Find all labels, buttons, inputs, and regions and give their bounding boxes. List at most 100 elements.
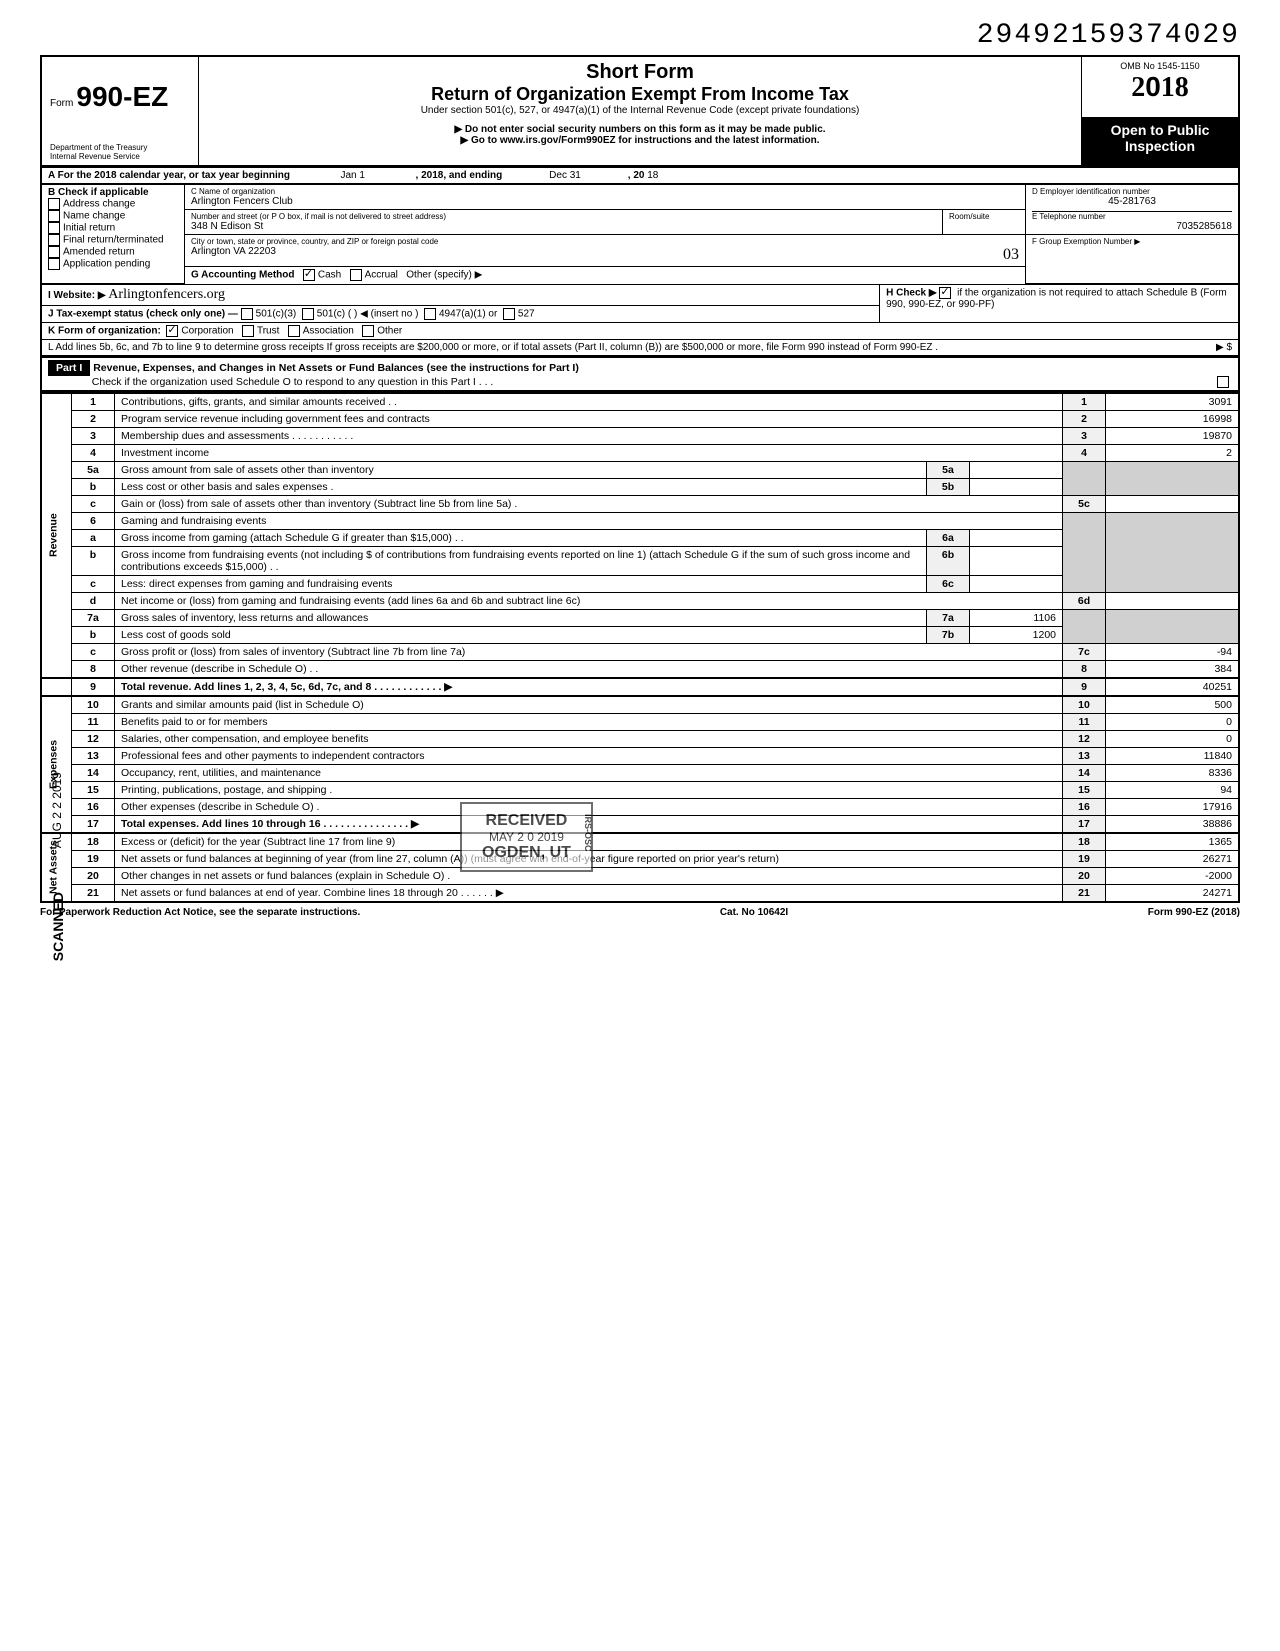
section-c-label: C Name of organization: [191, 187, 1019, 196]
line-15-desc: Printing, publications, postage, and shi…: [115, 781, 1063, 798]
line-4-desc: Investment income: [115, 444, 1063, 461]
line-11-desc: Benefits paid to or for members: [115, 713, 1063, 730]
checkbox-address-change[interactable]: [48, 198, 60, 210]
status-grid: I Website: ▶ Arlingtonfencers.org H Chec…: [40, 284, 1240, 356]
stamp-location: OGDEN, UT: [482, 844, 571, 862]
line-6b-sb: 6b: [927, 546, 970, 575]
line-6a-desc: Gross income from gaming (attach Schedul…: [115, 529, 927, 546]
line-10-box: 10: [1063, 696, 1106, 714]
checkbox-initial-return[interactable]: [48, 222, 60, 234]
scanned-stamp: SCANNED: [50, 892, 66, 961]
line-5a-sb: 5a: [927, 461, 970, 478]
stamp-received: RECEIVED: [482, 812, 571, 830]
line-1-desc: Contributions, gifts, grants, and simila…: [115, 393, 1063, 411]
checkbox-accrual[interactable]: [350, 269, 362, 281]
line-8-num: 8: [72, 660, 115, 678]
checkbox-name-change[interactable]: [48, 210, 60, 222]
checkbox-association[interactable]: [288, 325, 300, 337]
stamp-date: MAY 2 0 2019: [482, 830, 571, 844]
line-20-num: 20: [72, 867, 115, 884]
line-1-num: 1: [72, 393, 115, 411]
section-h-text: if the organization is not required to a…: [886, 287, 1227, 309]
addr-label: Number and street (or P O box, if mail i…: [191, 212, 936, 221]
line-4-num: 4: [72, 444, 115, 461]
period-mid: , 2018, and ending: [416, 170, 503, 181]
line-2-val: 16998: [1106, 410, 1240, 427]
net-assets-side-label: Net Assets: [41, 833, 72, 902]
checkbox-schedule-o[interactable]: [1217, 376, 1229, 388]
org-info-grid: B Check if applicable Address change Nam…: [40, 184, 1240, 284]
other-label: Other (specify) ▶: [406, 270, 482, 281]
checkbox-other-org[interactable]: [362, 325, 374, 337]
line-18-num: 18: [72, 833, 115, 851]
line-6c-desc: Less: direct expenses from gaming and fu…: [115, 575, 927, 592]
phone-value: 7035285618: [1032, 221, 1232, 232]
line-7b-sb: 7b: [927, 626, 970, 643]
checkbox-trust[interactable]: [242, 325, 254, 337]
line-7c-val: -94: [1106, 643, 1240, 660]
opt-trust: Trust: [257, 325, 279, 336]
checkbox-corporation[interactable]: [166, 325, 178, 337]
city-label: City or town, state or province, country…: [191, 237, 1019, 246]
short-form-title: Short Form: [207, 61, 1073, 84]
line-5b-sv: [970, 478, 1063, 495]
ein-value: 45-281763: [1032, 196, 1232, 207]
line-11-box: 11: [1063, 713, 1106, 730]
line-5b-num: b: [72, 478, 115, 495]
checkbox-cash[interactable]: [303, 269, 315, 281]
line-1-val: 3091: [1106, 393, 1240, 411]
form-number: 990-EZ: [76, 81, 168, 112]
line-9-box: 9: [1063, 678, 1106, 696]
line-15-val: 94: [1106, 781, 1240, 798]
checkbox-501c[interactable]: [302, 308, 314, 320]
line-19-num: 19: [72, 850, 115, 867]
line-6a-num: a: [72, 529, 115, 546]
line-13-val: 11840: [1106, 747, 1240, 764]
line-7a-sb: 7a: [927, 609, 970, 626]
line-3-val: 19870: [1106, 427, 1240, 444]
line-5c-desc: Gain or (loss) from sale of assets other…: [115, 495, 1063, 512]
line-6-desc: Gaming and fundraising events: [115, 512, 1063, 529]
line-14-desc: Occupancy, rent, utilities, and maintena…: [115, 764, 1063, 781]
line-5a-num: 5a: [72, 461, 115, 478]
cb-label: Application pending: [63, 259, 150, 270]
period-row: A For the 2018 calendar year, or tax yea…: [40, 167, 1240, 184]
line-7a-sv: 1106: [970, 609, 1063, 626]
checkbox-schedule-b[interactable]: [939, 287, 951, 299]
line-9-num: 9: [72, 678, 115, 696]
line-16-val: 17916: [1106, 798, 1240, 815]
line-13-num: 13: [72, 747, 115, 764]
part-1-label: Part I: [48, 360, 90, 376]
line-17-box: 17: [1063, 815, 1106, 833]
line-5c-val: [1106, 495, 1240, 512]
period-end: Dec 31: [505, 170, 625, 181]
checkbox-application-pending[interactable]: [48, 258, 60, 270]
line-21-val: 24271: [1106, 884, 1240, 902]
section-h-label: H Check ▶: [886, 287, 936, 298]
checkbox-amended-return[interactable]: [48, 246, 60, 258]
part-1-header: Part I Revenue, Expenses, and Changes in…: [40, 356, 1240, 392]
line-7c-num: c: [72, 643, 115, 660]
street-address: 348 N Edison St: [191, 221, 936, 232]
line-6b-sv: [970, 546, 1063, 575]
line-4-box: 4: [1063, 444, 1106, 461]
org-name: Arlington Fencers Club: [191, 196, 1019, 207]
checkbox-final-return[interactable]: [48, 234, 60, 246]
part-1-check: Check if the organization used Schedule …: [92, 376, 494, 388]
opt-other: Other: [377, 325, 402, 336]
section-f-label: F Group Exemption Number ▶: [1032, 237, 1232, 246]
cb-label: Address change: [63, 199, 135, 210]
line-6d-num: d: [72, 592, 115, 609]
line-6c-sb: 6c: [927, 575, 970, 592]
section-e-label: E Telephone number: [1032, 211, 1232, 221]
checkbox-4947[interactable]: [424, 308, 436, 320]
stamp-irs-osc: IRS-OSC: [583, 814, 593, 852]
opt-501c3: 501(c)(3): [256, 308, 297, 319]
line-6c-num: c: [72, 575, 115, 592]
line-20-box: 20: [1063, 867, 1106, 884]
checkbox-527[interactable]: [503, 308, 515, 320]
checkbox-501c3[interactable]: [241, 308, 253, 320]
line-15-box: 15: [1063, 781, 1106, 798]
omb-number: OMB No 1545-1150: [1090, 61, 1230, 71]
line-21-box: 21: [1063, 884, 1106, 902]
